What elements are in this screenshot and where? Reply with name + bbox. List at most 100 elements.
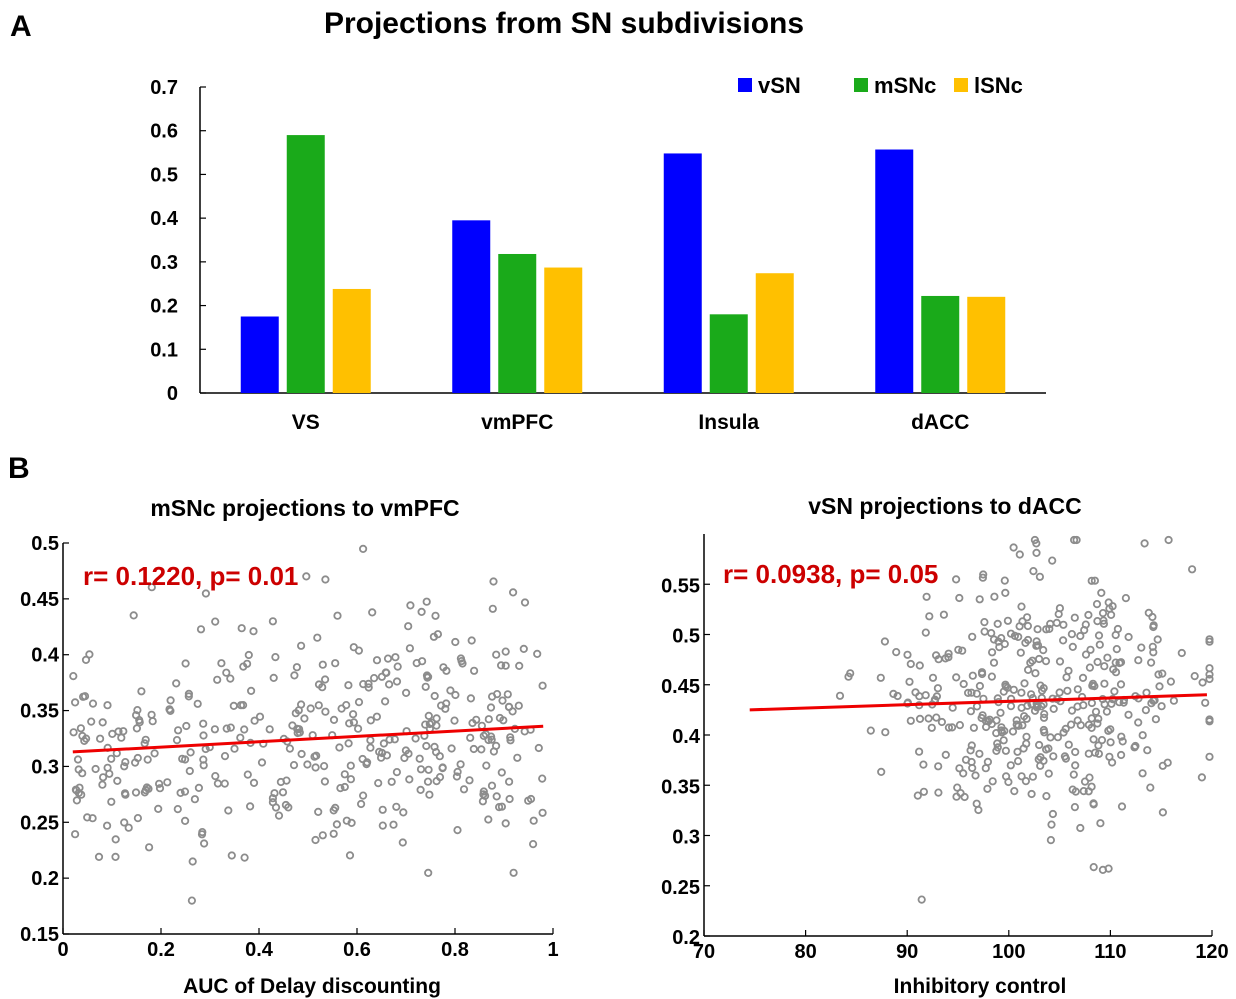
scatter-point: [1124, 632, 1133, 642]
scatter-point: [366, 716, 375, 725]
scatter-point: [484, 715, 493, 724]
scatter-point: [421, 720, 430, 729]
scatter-point: [492, 650, 501, 659]
scatter-point: [1071, 761, 1080, 770]
scatter-point: [368, 608, 377, 617]
scatter-y-tick-label: 0.3: [672, 827, 700, 849]
scatter-point: [1039, 713, 1049, 722]
scatter-point: [951, 575, 961, 584]
scatter-point: [91, 764, 100, 774]
scatter-point: [484, 815, 493, 824]
scatter-point: [237, 624, 246, 633]
scatter-left-title: mSNc projections to vmPFC: [150, 495, 459, 521]
scatter-point: [83, 813, 92, 822]
scatter-point: [302, 572, 311, 581]
scatter-point: [486, 703, 496, 712]
scatter-point: [1116, 680, 1126, 689]
bar-x-tick-label: Insula: [698, 411, 759, 434]
scatter-point: [488, 604, 497, 613]
scatter-point: [71, 698, 80, 707]
scatter-point: [987, 628, 996, 638]
scatter-point: [88, 699, 98, 708]
scatter-point: [466, 733, 475, 742]
scatter-point: [211, 617, 220, 626]
bar-y-tick-label: 0.6: [150, 121, 178, 143]
scatter-point: [210, 725, 219, 734]
scatter-point: [983, 784, 992, 793]
bar-mSNc-VS: [286, 135, 325, 394]
scatter-point: [989, 658, 999, 667]
scatter-point: [1033, 625, 1042, 634]
scatter-point: [336, 783, 345, 793]
scatter-point: [346, 761, 355, 770]
scatter-point: [947, 723, 957, 732]
scatter-point: [226, 674, 235, 683]
scatter-point: [268, 617, 277, 626]
scatter-point: [1100, 679, 1109, 688]
scatter-point: [1124, 710, 1133, 719]
scatter-point: [268, 798, 277, 807]
scatter-point: [981, 764, 990, 773]
scatter-point: [1093, 657, 1102, 667]
scatter-point: [1205, 715, 1214, 724]
scatter-point: [1094, 749, 1104, 758]
scatter-point: [467, 636, 476, 645]
scatter-point: [229, 701, 238, 711]
scatter-point: [186, 748, 195, 757]
scatter-point: [1117, 732, 1126, 741]
scatter-point: [200, 839, 209, 848]
scatter-point: [529, 816, 538, 825]
bar-lSNc-vmPFC: [544, 267, 583, 393]
scatter-point: [917, 895, 926, 904]
scatter-point: [1134, 718, 1143, 727]
scatter-point: [366, 743, 375, 752]
scatter-point: [1070, 802, 1080, 812]
scatter-point: [401, 688, 411, 698]
scatter-point: [1071, 747, 1080, 757]
scatter-point: [378, 821, 387, 830]
scatter-point: [453, 825, 462, 835]
scatter-point: [1116, 658, 1126, 667]
scatter-point: [213, 675, 222, 684]
scatter-point: [1094, 631, 1104, 640]
bar-x-tick-label: VS: [292, 411, 320, 434]
scatter-point: [88, 814, 97, 823]
scatter-point: [249, 778, 259, 788]
scatter-point: [329, 715, 339, 725]
scatter-point: [416, 785, 425, 795]
scatter-chart-right: 0.2 0.25 0.3 0.35 0.4 0.45 0.5 0.55 70 80 90 100 110…: [661, 534, 1229, 963]
scatter-point: [391, 653, 400, 662]
scatter-point: [111, 835, 120, 844]
scatter-right-title: vSN projections to dACC: [808, 493, 1081, 519]
scatter-point: [314, 807, 323, 817]
scatter-point: [176, 788, 185, 798]
scatter-point: [94, 852, 104, 862]
scatter-point: [925, 612, 934, 621]
scatter-point: [1089, 735, 1098, 744]
scatter-point: [182, 721, 191, 731]
scatter-point: [285, 744, 294, 753]
scatter-point: [314, 701, 323, 710]
scatter-point: [1070, 613, 1079, 622]
legend-swatch-vSN: [738, 78, 752, 92]
scatter-point: [181, 816, 190, 826]
scatter-point: [369, 673, 379, 683]
stat-annotation-right: r= 0.0938, p= 0.05: [723, 559, 938, 589]
scatter-x-tick-label: 1: [547, 939, 558, 961]
scatter-point: [72, 786, 81, 795]
scatter-point: [1137, 643, 1146, 652]
scatter-point: [1006, 629, 1016, 638]
scatter-point: [425, 719, 434, 729]
scatter-point: [1034, 755, 1043, 764]
scatter-y-tick-label: 0.2: [31, 868, 59, 890]
scatter-point: [1108, 602, 1117, 611]
scatter-point: [265, 725, 274, 734]
scatter-point: [166, 706, 175, 716]
scatter-point: [866, 726, 875, 735]
bar-chart-title: Projections from SN subdivisions: [324, 7, 804, 40]
scatter-point: [1017, 688, 1026, 697]
scatter-point: [921, 628, 930, 637]
bar-vSN-VS: [240, 316, 279, 393]
scatter-point: [881, 728, 890, 737]
scatter-point: [381, 668, 390, 677]
